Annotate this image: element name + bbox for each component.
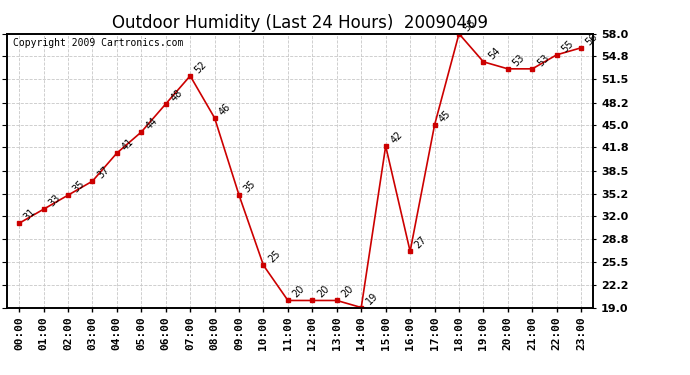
Text: 42: 42: [388, 129, 404, 145]
Text: 56: 56: [584, 31, 600, 47]
Text: 20: 20: [290, 284, 306, 300]
Text: 54: 54: [486, 45, 502, 61]
Text: 41: 41: [119, 136, 135, 152]
Text: Copyright 2009 Cartronics.com: Copyright 2009 Cartronics.com: [13, 38, 183, 48]
Text: 20: 20: [315, 284, 331, 300]
Text: 35: 35: [71, 178, 86, 194]
Text: 52: 52: [193, 59, 209, 75]
Text: 53: 53: [535, 52, 551, 68]
Text: 35: 35: [241, 178, 257, 194]
Text: 27: 27: [413, 235, 428, 250]
Text: 19: 19: [364, 291, 380, 307]
Text: 53: 53: [511, 52, 526, 68]
Text: 44: 44: [144, 116, 160, 131]
Text: 25: 25: [266, 249, 282, 265]
Text: 37: 37: [95, 165, 111, 180]
Title: Outdoor Humidity (Last 24 Hours)  20090409: Outdoor Humidity (Last 24 Hours) 2009040…: [112, 14, 488, 32]
Text: 48: 48: [168, 87, 184, 103]
Text: 33: 33: [46, 193, 62, 208]
Text: 20: 20: [339, 284, 355, 300]
Text: 55: 55: [560, 38, 575, 54]
Text: 46: 46: [217, 102, 233, 117]
Text: 58: 58: [462, 17, 477, 33]
Text: 31: 31: [22, 207, 38, 222]
Text: 45: 45: [437, 108, 453, 124]
